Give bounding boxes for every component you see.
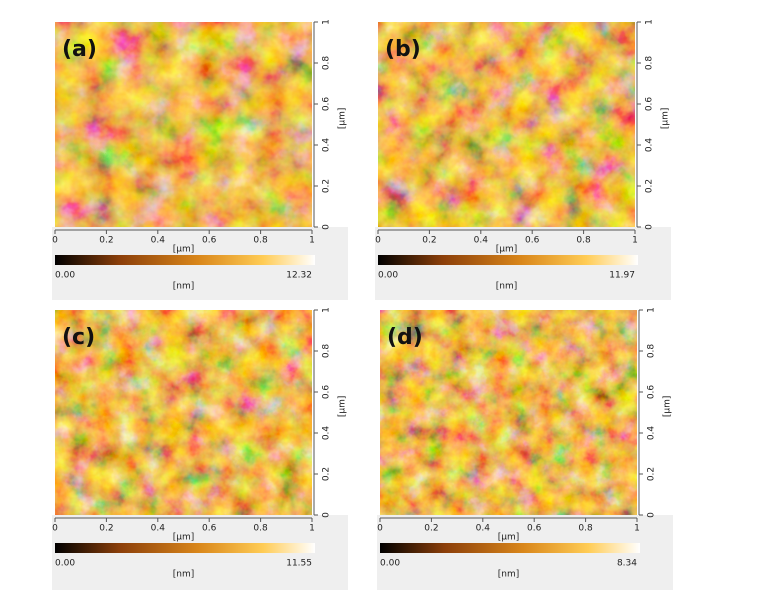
y-unit: [µm] [338,108,348,130]
color-scale-bar [55,255,315,265]
x-tick-label: 0.8 [578,524,593,534]
x-tick-label: 0.4 [474,236,489,246]
x-tick-label: 0.4 [151,524,166,534]
y-tick-label: 0.4 [645,138,655,153]
scale-max: 12.32 [286,271,312,281]
x-tick-label: 1 [634,524,640,534]
y-tick-label: 1 [645,19,655,25]
panel-label: (c) [62,325,95,350]
color-scale-bar [55,543,315,553]
x-tick-label: 0 [377,524,383,534]
y-unit: [µm] [663,396,673,418]
afm-image [55,22,312,227]
x-tick-label: 1 [309,236,315,246]
y-tick-label: 0 [322,224,332,230]
y-tick-label: 0 [647,512,657,518]
scale-min: 0.00 [378,271,398,281]
x-tick-label: 0 [375,236,381,246]
scale-unit: [nm] [173,282,195,292]
x-tick-label: 0 [52,236,58,246]
afm-image [380,310,637,515]
y-tick-label: 0.6 [645,97,655,112]
x-tick-label: 0.4 [151,236,166,246]
y-tick-label: 0.2 [322,179,332,193]
y-tick-label: 0 [645,224,655,230]
afm-image [55,310,312,515]
x-tick-label: 0.2 [99,236,113,246]
y-tick-label: 1 [647,307,657,313]
x-tick-label: 0.6 [525,236,540,246]
x-tick-label: 0.6 [202,524,217,534]
panel-label: (b) [385,37,421,62]
scale-unit: [nm] [173,570,195,580]
y-tick-label: 0.6 [647,385,657,400]
y-tick-label: 0.8 [322,56,332,71]
x-tick-label: 0.8 [576,236,591,246]
scale-unit: [nm] [498,570,520,580]
y-unit: [µm] [338,396,348,418]
y-tick-label: 0.4 [647,426,657,441]
y-tick-label: 0.2 [647,467,657,481]
y-tick-label: 0.4 [322,138,332,153]
scale-min: 0.00 [55,559,75,569]
x-tick-label: 0.8 [253,524,268,534]
y-tick-label: 0.4 [322,426,332,441]
x-unit: [µm] [498,533,520,543]
x-unit: [µm] [496,245,518,255]
y-tick-label: 0.2 [322,467,332,481]
x-tick-label: 0.2 [424,524,438,534]
y-tick-label: 0.6 [322,385,332,400]
y-unit: [µm] [661,108,671,130]
afm-image [378,22,635,227]
x-tick-label: 0.6 [202,236,217,246]
x-tick-label: 0.4 [476,524,491,534]
y-tick-label: 0.8 [645,56,655,71]
panel-label: (d) [387,325,423,350]
panel-label: (a) [62,37,97,62]
scale-min: 0.00 [55,271,75,281]
y-tick-label: 1 [322,307,332,313]
x-tick-label: 0.2 [422,236,436,246]
x-tick-label: 1 [309,524,315,534]
y-tick-label: 0.8 [322,344,332,359]
scale-unit: [nm] [496,282,518,292]
scale-max: 11.97 [609,271,635,281]
x-unit: [µm] [173,533,195,543]
color-scale-bar [380,543,640,553]
y-tick-label: 0.8 [647,344,657,359]
scale-min: 0.00 [380,559,400,569]
x-tick-label: 0.2 [99,524,113,534]
scale-max: 11.55 [286,559,312,569]
x-unit: [µm] [173,245,195,255]
color-scale-bar [378,255,638,265]
scale-max: 8.34 [617,559,637,569]
x-tick-label: 0.6 [527,524,542,534]
y-tick-label: 1 [322,19,332,25]
x-tick-label: 0 [52,524,58,534]
y-tick-label: 0.2 [645,179,655,193]
y-tick-label: 0 [322,512,332,518]
y-tick-label: 0.6 [322,97,332,112]
x-tick-label: 1 [632,236,638,246]
x-tick-label: 0.8 [253,236,268,246]
